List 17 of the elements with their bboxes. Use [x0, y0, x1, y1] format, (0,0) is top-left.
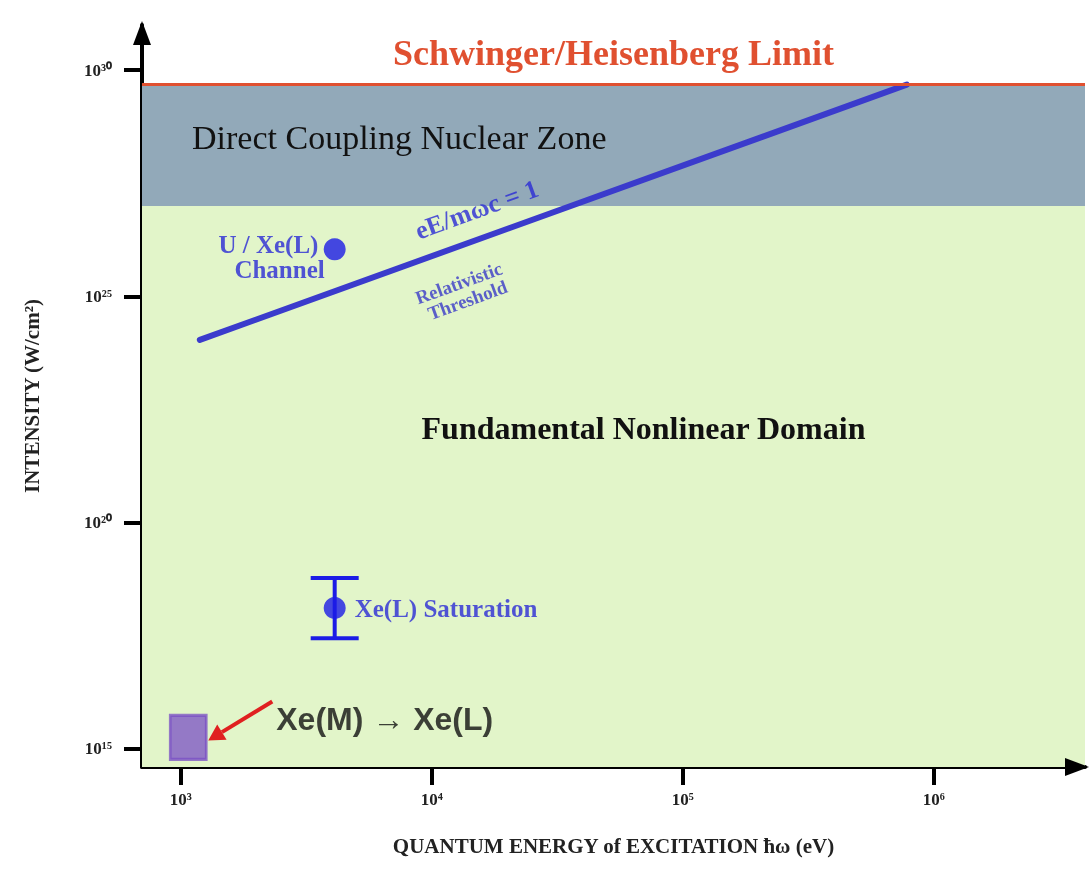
ref-line-label: Schwinger/Heisenberg Limit: [393, 32, 834, 73]
annotation: U / Xe(L) Channel: [218, 231, 325, 284]
x-tick-label: 10³: [169, 790, 192, 809]
band-label: Fundamental Nonlinear Domain: [421, 410, 866, 447]
annotation: Xe(M) → Xe(L): [276, 701, 494, 738]
x-tick-label: 10⁴: [420, 790, 443, 809]
x-tick-label: 10⁵: [671, 790, 694, 809]
x-axis-title: QUANTUM ENERGY of EXCITATION ħω (eV): [392, 833, 835, 858]
y-tick-label: 10³⁰: [83, 60, 112, 80]
annotation: eE/mωc = 1: [411, 173, 543, 246]
y-tick-label: 10²⁰: [83, 513, 112, 533]
y-axis-title: INTENSITY (W/cm²): [19, 299, 44, 493]
y-tick-label: 10¹⁵: [84, 739, 112, 759]
annotation: Xe(L) Saturation: [354, 594, 538, 623]
band-label: Direct Coupling Nuclear Zone: [192, 118, 607, 156]
x-tick-label: 10⁶: [922, 790, 945, 809]
y-tick-label: 10²⁵: [84, 287, 112, 306]
